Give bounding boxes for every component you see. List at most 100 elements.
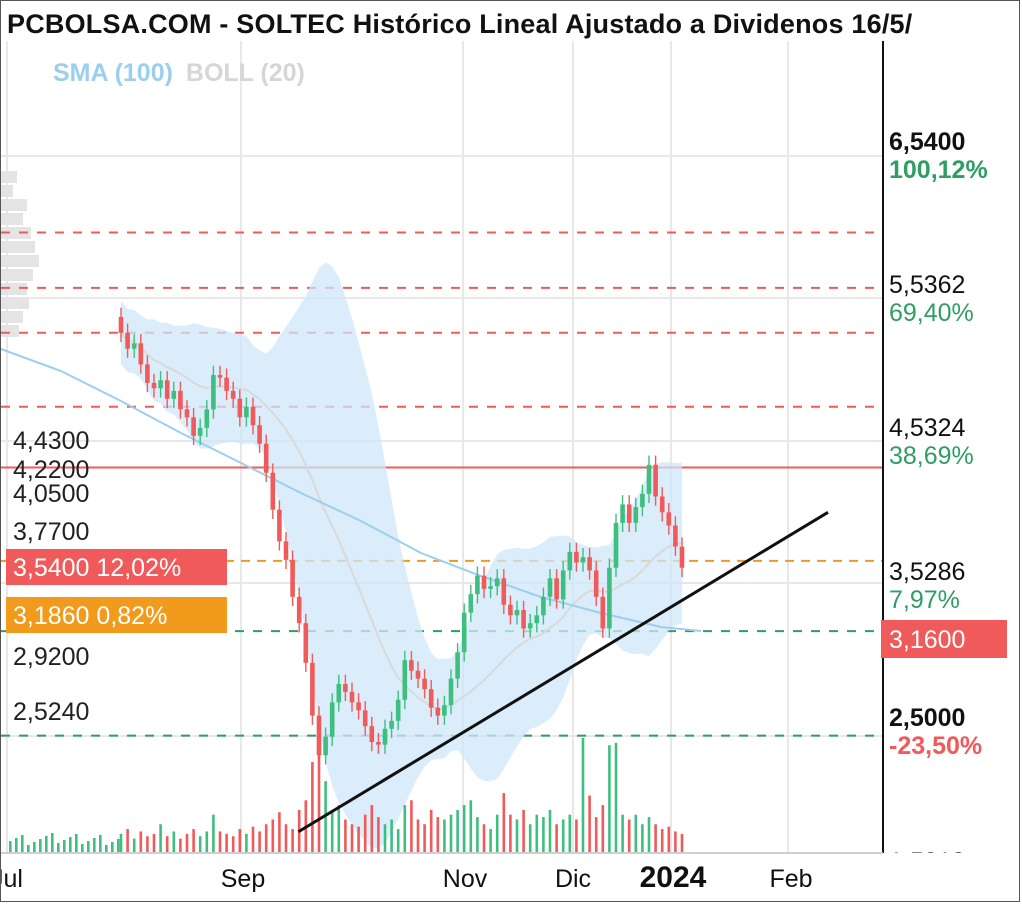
x-axis-tick-label: Dic xyxy=(555,865,591,893)
volume-profile-bar xyxy=(1,199,27,211)
volume-bar xyxy=(614,742,618,853)
volume-bar xyxy=(528,824,532,853)
indicator-legend: SMA (100) BOLL (20) xyxy=(53,59,305,88)
volume-bar xyxy=(238,829,242,853)
candle-body xyxy=(541,596,546,616)
volume-profile-bar xyxy=(1,171,17,183)
volume-bar xyxy=(317,752,321,853)
candle-body xyxy=(230,390,236,399)
volume-bar xyxy=(81,844,84,853)
current-price-label: 3,1600 xyxy=(889,626,965,654)
volume-bar xyxy=(117,839,120,853)
volume-bar xyxy=(57,843,60,853)
candle-body xyxy=(164,380,170,399)
volume-bar xyxy=(674,831,677,853)
candle-body xyxy=(303,623,309,663)
candle-body xyxy=(501,578,507,605)
volume-bar xyxy=(165,836,169,853)
candle-body xyxy=(600,596,606,629)
volume-bar xyxy=(105,845,108,853)
volume-bar xyxy=(456,809,459,853)
y-axis-percent-label: 7,97% xyxy=(889,586,960,614)
x-axis-tick-label: 2024 xyxy=(640,861,707,894)
level-tag-red xyxy=(6,549,227,585)
volume-bar xyxy=(561,819,565,853)
candle-body xyxy=(547,578,553,597)
candle-body xyxy=(514,610,520,616)
candle-body xyxy=(369,726,375,742)
candle-body xyxy=(567,551,573,571)
candle-body xyxy=(534,615,540,624)
candle-body xyxy=(204,409,210,428)
level-label: 3,5400 12,02% xyxy=(13,554,181,582)
volume-bar xyxy=(330,809,334,853)
candle-body xyxy=(145,364,150,383)
volume-bar xyxy=(423,824,426,853)
candle-body xyxy=(389,720,394,729)
x-axis-tick-label: Sep xyxy=(221,865,265,893)
volume-profile-bar xyxy=(1,213,23,225)
x-axis-tick-label: Feb xyxy=(769,865,812,893)
legend-sma[interactable]: SMA (100) xyxy=(53,59,173,87)
candle-body xyxy=(329,702,335,737)
volume-bar xyxy=(383,824,387,853)
level-label: 4,4300 xyxy=(13,427,89,455)
volume-bar xyxy=(363,814,367,853)
volume-bar xyxy=(575,819,578,853)
volume-bar xyxy=(111,842,114,853)
volume-bar xyxy=(139,831,143,853)
candle-body xyxy=(673,525,678,547)
volume-bar xyxy=(416,819,420,853)
volume-bar xyxy=(291,829,294,853)
volume-bar xyxy=(63,840,66,853)
volume-bar xyxy=(93,838,96,853)
y-axis-percent-label: 100,12% xyxy=(889,156,988,184)
volume-bar xyxy=(212,814,215,853)
volume-bar xyxy=(476,817,479,853)
candle-body xyxy=(184,409,190,418)
candle-body xyxy=(415,670,421,679)
candle-body xyxy=(402,660,408,700)
support-trendline xyxy=(297,511,829,834)
volume-profile-bar xyxy=(1,255,39,267)
candle-body xyxy=(481,575,487,589)
volume-bar xyxy=(284,824,288,853)
volume-bar xyxy=(251,826,255,853)
candle-body xyxy=(250,406,256,426)
volume-bar xyxy=(179,838,182,853)
candle-body xyxy=(138,343,144,365)
volume-bar xyxy=(185,833,189,853)
volume-bar xyxy=(278,812,281,853)
volume-bar xyxy=(172,831,176,853)
volume-bar xyxy=(429,809,433,853)
candle-body xyxy=(475,575,480,595)
candle-body xyxy=(349,691,355,703)
volume-bar xyxy=(146,836,149,853)
volume-bar xyxy=(489,829,492,853)
volume-bar xyxy=(634,814,638,853)
volume-bar xyxy=(502,793,506,853)
level-label: 3,1860 0,82% xyxy=(13,602,167,630)
candle-body xyxy=(310,662,315,716)
candle-body xyxy=(178,390,183,410)
candle-body xyxy=(659,496,665,513)
volume-bar xyxy=(509,814,512,853)
volume-bar xyxy=(608,745,611,853)
volume-profile-bar xyxy=(1,311,23,323)
volume-bar xyxy=(311,761,314,853)
chart-title: PCBOLSA.COM - SOLTEC Histórico Lineal Aj… xyxy=(7,9,913,39)
level-label: 4,0500 xyxy=(13,480,89,508)
candle-body xyxy=(336,683,342,703)
volume-bar xyxy=(627,819,631,853)
volume-bar xyxy=(198,836,202,853)
volume-bar xyxy=(621,814,624,853)
volume-bar xyxy=(51,833,54,853)
candle-body xyxy=(679,546,685,568)
candle-body xyxy=(620,504,625,523)
level-tag-orange xyxy=(6,597,227,633)
volume-bar xyxy=(344,819,347,853)
candle-body xyxy=(158,380,163,389)
volume-bar xyxy=(601,805,605,853)
legend-boll[interactable]: BOLL (20) xyxy=(185,59,305,87)
